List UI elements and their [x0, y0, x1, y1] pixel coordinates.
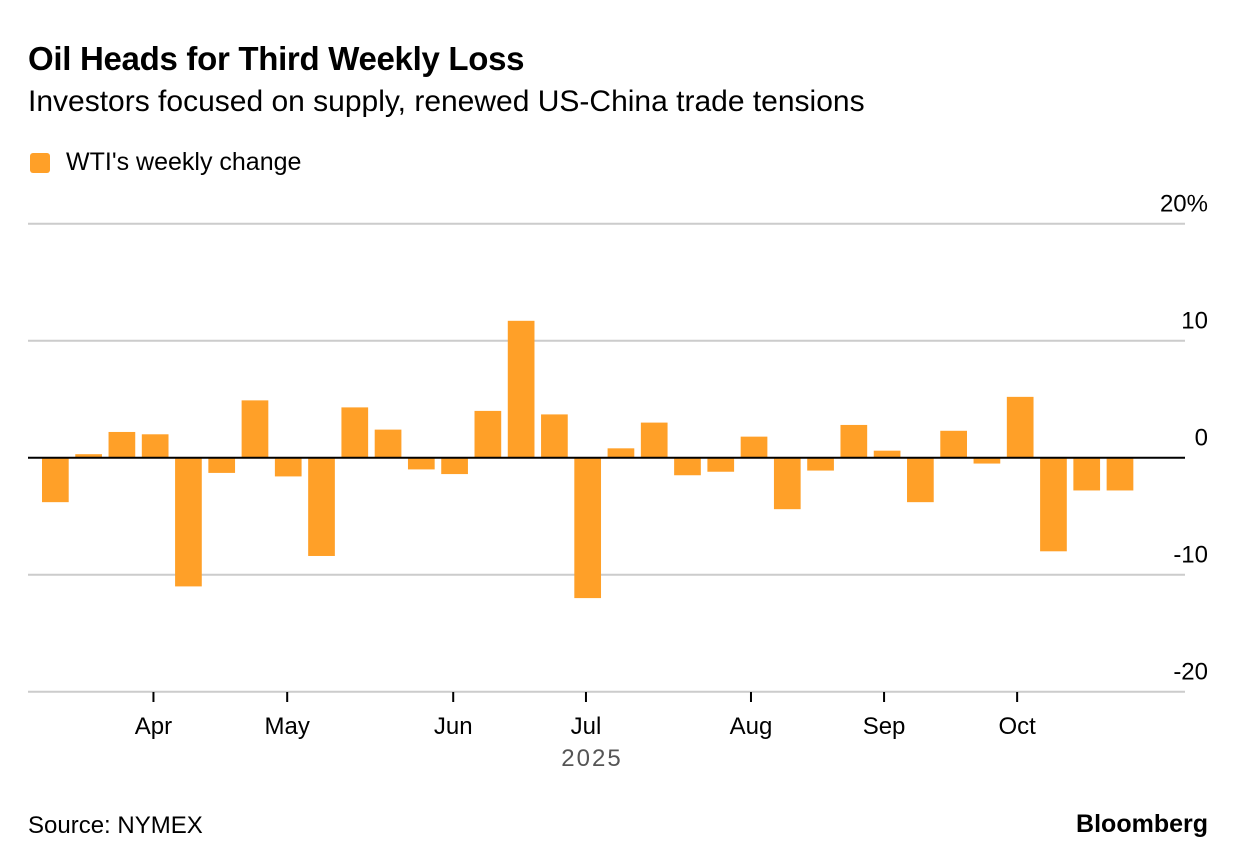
- y-tick-label: -10: [1173, 542, 1208, 569]
- bar: [1073, 457, 1101, 491]
- bar: [507, 320, 535, 458]
- bar: [541, 414, 568, 458]
- bar: [374, 429, 402, 458]
- bar: [274, 457, 302, 477]
- bar: [1006, 396, 1034, 458]
- bar: [474, 410, 502, 458]
- bar: [108, 431, 136, 458]
- x-tick-label: Sep: [863, 713, 906, 740]
- bar: [341, 407, 369, 458]
- legend-label: WTI's weekly change: [66, 148, 302, 176]
- bar: [607, 448, 635, 458]
- legend-swatch: [30, 152, 50, 173]
- bar: [640, 422, 668, 458]
- bar: [308, 457, 335, 556]
- x-tick-label: Apr: [135, 713, 172, 740]
- bar: [407, 457, 435, 470]
- y-tick-label: -20: [1173, 659, 1208, 686]
- bar: [1106, 457, 1134, 491]
- bar: [441, 457, 468, 475]
- bar: [773, 457, 801, 510]
- bar: [574, 457, 602, 599]
- bar: [707, 457, 735, 472]
- bar: [1040, 457, 1067, 552]
- bar: [807, 457, 834, 471]
- bar: [907, 457, 934, 503]
- chart-subtitle: Investors focused on supply, renewed US-…: [28, 85, 865, 118]
- x-tick-label: Aug: [730, 713, 773, 740]
- bar: [740, 436, 768, 458]
- y-tick-label: 10: [1181, 308, 1208, 335]
- source-note: Source: NYMEX: [28, 812, 203, 839]
- legend: WTI's weekly change: [30, 148, 301, 177]
- bar: [141, 434, 169, 458]
- y-tick-label: 20%: [1160, 191, 1208, 218]
- x-axis-label: 2025: [561, 745, 622, 772]
- chart-title: Oil Heads for Third Weekly Loss: [28, 40, 525, 77]
- x-tick-label: Oct: [998, 713, 1036, 740]
- bar: [75, 454, 102, 458]
- bar: [241, 400, 269, 458]
- x-tick-label: May: [265, 713, 310, 740]
- bar: [42, 457, 69, 503]
- x-tick-label: Jun: [434, 713, 473, 740]
- bar: [873, 450, 901, 458]
- bar: [674, 457, 701, 476]
- bar: [973, 457, 1001, 464]
- bar: [175, 457, 202, 587]
- bar: [840, 424, 868, 458]
- brand-logo: Bloomberg: [1076, 810, 1208, 838]
- bar: [208, 457, 236, 473]
- bar: [940, 430, 967, 458]
- x-tick-label: Jul: [571, 713, 602, 740]
- y-tick-label: 0: [1195, 425, 1208, 452]
